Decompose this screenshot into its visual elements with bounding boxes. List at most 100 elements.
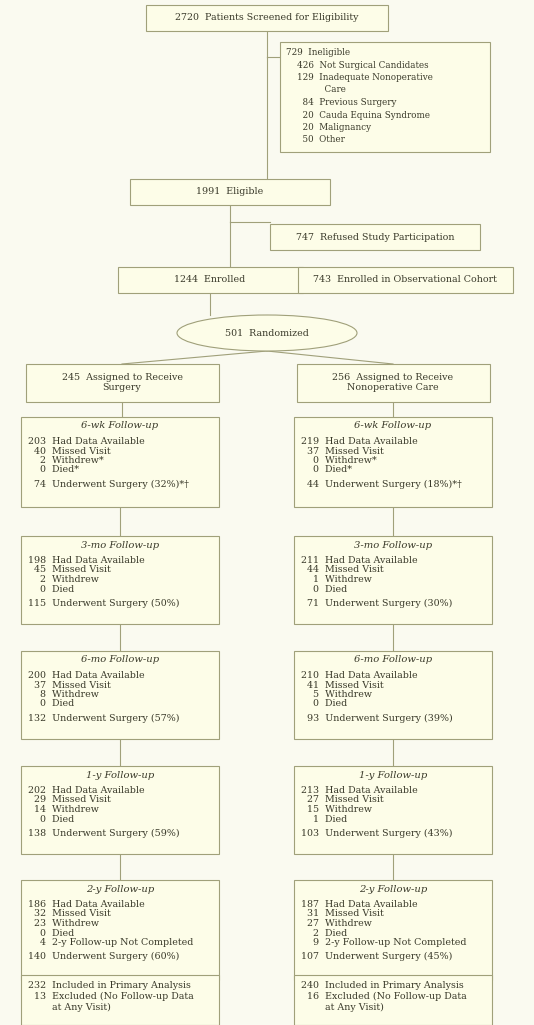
Text: 44  Missed Visit: 44 Missed Visit [301,566,383,574]
Text: 15  Withdrew: 15 Withdrew [301,805,372,814]
Text: 9  2-y Follow-up Not Completed: 9 2-y Follow-up Not Completed [301,938,467,947]
Text: 140  Underwent Surgery (60%): 140 Underwent Surgery (60%) [28,952,179,961]
Text: 1244  Enrolled: 1244 Enrolled [175,276,246,285]
Text: 210  Had Data Available: 210 Had Data Available [301,671,418,680]
Text: 84  Previous Surgery: 84 Previous Surgery [286,98,397,107]
Text: 3-mo Follow-up: 3-mo Follow-up [81,540,159,549]
FancyBboxPatch shape [21,766,219,854]
Text: 213  Had Data Available: 213 Had Data Available [301,786,418,795]
Text: 8  Withdrew: 8 Withdrew [28,690,99,699]
Text: 2-y Follow-up: 2-y Follow-up [359,885,427,894]
Text: 37  Missed Visit: 37 Missed Visit [28,681,111,690]
Text: 14  Withdrew: 14 Withdrew [28,805,99,814]
Text: 6-mo Follow-up: 6-mo Follow-up [81,656,159,664]
FancyBboxPatch shape [21,975,219,1025]
Text: 93  Underwent Surgery (39%): 93 Underwent Surgery (39%) [301,713,453,723]
Text: 23  Withdrew: 23 Withdrew [28,919,99,928]
Text: 211  Had Data Available: 211 Had Data Available [301,556,418,565]
Text: 198  Had Data Available: 198 Had Data Available [28,556,145,565]
Text: 107  Underwent Surgery (45%): 107 Underwent Surgery (45%) [301,952,452,961]
Text: 1991  Eligible: 1991 Eligible [197,188,264,197]
Text: 1-y Follow-up: 1-y Follow-up [86,771,154,779]
Text: 0  Died: 0 Died [28,584,74,593]
Text: 13  Excluded (No Follow-up Data: 13 Excluded (No Follow-up Data [28,992,194,1001]
Text: at Any Visit): at Any Visit) [301,1003,384,1012]
Text: 74  Underwent Surgery (32%)*†: 74 Underwent Surgery (32%)*† [28,480,189,489]
Text: 32  Missed Visit: 32 Missed Visit [28,909,111,918]
Text: 256  Assigned to Receive: 256 Assigned to Receive [333,373,453,382]
Text: 2  Withdrew: 2 Withdrew [28,575,99,584]
Text: 0  Died: 0 Died [301,584,347,593]
Text: 29  Missed Visit: 29 Missed Visit [28,795,111,805]
FancyBboxPatch shape [294,417,492,507]
Text: 0  Died*: 0 Died* [301,465,352,475]
Text: 2  Died: 2 Died [301,929,347,938]
FancyBboxPatch shape [294,536,492,624]
FancyBboxPatch shape [296,364,490,402]
Text: 27  Withdrew: 27 Withdrew [301,919,372,928]
Text: 0  Died: 0 Died [301,699,347,708]
Text: 202  Had Data Available: 202 Had Data Available [28,786,145,795]
Text: 1  Withdrew: 1 Withdrew [301,575,372,584]
FancyBboxPatch shape [26,364,218,402]
FancyBboxPatch shape [294,766,492,854]
Text: 743  Enrolled in Observational Cohort: 743 Enrolled in Observational Cohort [313,276,497,285]
Text: 203  Had Data Available: 203 Had Data Available [28,437,145,446]
Text: 40  Missed Visit: 40 Missed Visit [28,447,111,455]
Text: 2  Withdrew*: 2 Withdrew* [28,456,104,465]
Text: 200  Had Data Available: 200 Had Data Available [28,671,145,680]
Text: 240  Included in Primary Analysis: 240 Included in Primary Analysis [301,981,464,990]
Text: 0  Died: 0 Died [28,929,74,938]
Text: Care: Care [286,85,346,94]
Text: 729  Ineligible: 729 Ineligible [286,48,350,57]
FancyBboxPatch shape [21,880,219,980]
Text: 232  Included in Primary Analysis: 232 Included in Primary Analysis [28,981,191,990]
Text: 2720  Patients Screened for Eligibility: 2720 Patients Screened for Eligibility [175,13,359,23]
Text: 132  Underwent Surgery (57%): 132 Underwent Surgery (57%) [28,713,179,723]
Text: 6-wk Follow-up: 6-wk Follow-up [355,421,431,430]
Text: Nonoperative Care: Nonoperative Care [347,383,439,393]
Text: at Any Visit): at Any Visit) [28,1003,111,1012]
FancyBboxPatch shape [21,651,219,739]
Text: 245  Assigned to Receive: 245 Assigned to Receive [61,373,183,382]
Text: 2-y Follow-up: 2-y Follow-up [86,885,154,894]
FancyBboxPatch shape [270,224,480,250]
FancyBboxPatch shape [117,266,302,293]
Text: 71  Underwent Surgery (30%): 71 Underwent Surgery (30%) [301,599,452,608]
Text: 50  Other: 50 Other [286,135,345,145]
Text: 0  Died*: 0 Died* [28,465,79,475]
Text: 1  Died: 1 Died [301,815,347,823]
FancyBboxPatch shape [280,42,490,152]
Text: 747  Refused Study Participation: 747 Refused Study Participation [296,233,454,242]
FancyBboxPatch shape [294,975,492,1025]
FancyBboxPatch shape [294,651,492,739]
Text: 41  Missed Visit: 41 Missed Visit [301,681,383,690]
Text: 6-mo Follow-up: 6-mo Follow-up [354,656,432,664]
Text: 3-mo Follow-up: 3-mo Follow-up [354,540,432,549]
Text: 103  Underwent Surgery (43%): 103 Underwent Surgery (43%) [301,829,452,837]
Text: 138  Underwent Surgery (59%): 138 Underwent Surgery (59%) [28,829,179,837]
Text: 187  Had Data Available: 187 Had Data Available [301,900,418,909]
Text: 20  Cauda Equina Syndrome: 20 Cauda Equina Syndrome [286,111,430,120]
Text: 4  2-y Follow-up Not Completed: 4 2-y Follow-up Not Completed [28,938,193,947]
FancyBboxPatch shape [297,266,513,293]
Text: Surgery: Surgery [103,383,142,393]
Text: 27  Missed Visit: 27 Missed Visit [301,795,383,805]
FancyBboxPatch shape [294,880,492,980]
FancyBboxPatch shape [130,179,330,205]
Text: 6-wk Follow-up: 6-wk Follow-up [82,421,159,430]
Text: 45  Missed Visit: 45 Missed Visit [28,566,111,574]
Text: 5  Withdrew: 5 Withdrew [301,690,372,699]
Text: 219  Had Data Available: 219 Had Data Available [301,437,418,446]
FancyBboxPatch shape [21,536,219,624]
Text: 1-y Follow-up: 1-y Follow-up [359,771,427,779]
Text: 115  Underwent Surgery (50%): 115 Underwent Surgery (50%) [28,599,179,608]
Text: 0  Died: 0 Died [28,699,74,708]
Text: 31  Missed Visit: 31 Missed Visit [301,909,384,918]
Text: 501  Randomized: 501 Randomized [225,328,309,337]
Text: 426  Not Surgical Candidates: 426 Not Surgical Candidates [286,60,429,70]
Text: 20  Malignancy: 20 Malignancy [286,123,371,132]
Text: 129  Inadequate Nonoperative: 129 Inadequate Nonoperative [286,73,433,82]
Text: 44  Underwent Surgery (18%)*†: 44 Underwent Surgery (18%)*† [301,480,462,489]
Text: 16  Excluded (No Follow-up Data: 16 Excluded (No Follow-up Data [301,992,467,1001]
